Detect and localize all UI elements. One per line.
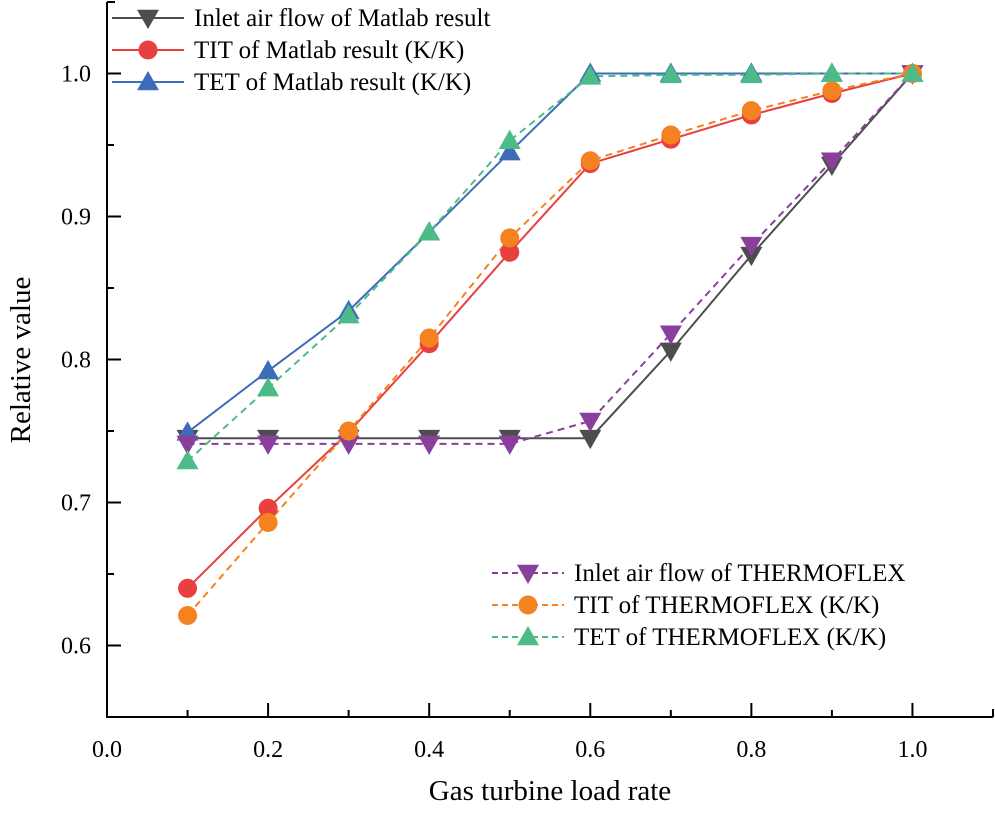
series-line xyxy=(186,72,913,590)
legend-label: TIT of Matlab result (K/K) xyxy=(194,37,464,64)
data-point xyxy=(661,125,681,145)
data-point xyxy=(740,236,763,257)
legend-label: Inlet air flow of THERMOFLEX xyxy=(574,560,905,587)
data-point xyxy=(498,141,521,161)
data-point xyxy=(740,63,763,84)
data-point xyxy=(500,242,520,262)
legend-bottom-right: Inlet air flow of THERMOFLEX TIT of THERM… xyxy=(492,560,905,651)
series-2-line-group xyxy=(186,72,913,434)
series-4-line-group xyxy=(186,72,913,617)
data-point xyxy=(820,62,843,82)
data-point xyxy=(498,435,521,455)
y-tick-label: 0.6 xyxy=(61,634,91,660)
series-line xyxy=(187,72,914,440)
data-point xyxy=(257,435,280,455)
axes: 0.0 0.2 0.4 0.6 0.8 1.0 0.6 0.7 0.8 0.9 1.0 xyxy=(61,1,994,763)
legend-marker xyxy=(137,9,159,29)
x-tick-label: 0.0 xyxy=(92,737,122,763)
legend-marker xyxy=(138,40,158,60)
data-point xyxy=(257,377,280,397)
legend-marker xyxy=(518,595,538,615)
series-line xyxy=(187,72,914,445)
y-tick-label: 1.0 xyxy=(61,62,91,88)
data-point xyxy=(579,429,602,450)
data-point xyxy=(741,101,761,121)
series-0-line-group xyxy=(187,72,914,440)
series-line xyxy=(186,72,913,617)
data-point xyxy=(176,450,199,470)
legend-marker xyxy=(517,564,539,584)
data-point xyxy=(339,421,359,441)
y-tick-label: 0.8 xyxy=(61,348,91,374)
legend-top-left: Inlet air flow of Matlab result TIT of Ma… xyxy=(112,5,490,96)
legend-label: Inlet air flow of Matlab result xyxy=(194,5,490,32)
legend-marker xyxy=(137,71,159,91)
data-point xyxy=(579,412,602,432)
x-tick-label: 1.0 xyxy=(897,737,927,763)
data-point xyxy=(659,325,682,345)
data-point xyxy=(820,152,843,172)
data-point xyxy=(178,578,198,598)
data-point xyxy=(659,342,682,362)
x-tick-label: 0.2 xyxy=(253,737,283,763)
x-tick-label: 0.6 xyxy=(575,737,605,763)
data-point xyxy=(258,498,278,518)
data-point xyxy=(258,513,278,533)
data-point xyxy=(337,435,360,455)
y-tick-label: 0.9 xyxy=(61,205,91,231)
x-tick-label: 0.8 xyxy=(736,737,766,763)
series-3-markers xyxy=(176,65,924,455)
legend-label: TET of THERMOFLEX (K/K) xyxy=(574,624,886,651)
data-point xyxy=(580,151,600,171)
data-point xyxy=(419,328,439,348)
data-point xyxy=(257,359,280,380)
series-line xyxy=(186,72,913,462)
series-3-line-group xyxy=(187,72,914,445)
data-point xyxy=(500,228,520,248)
data-point xyxy=(822,81,842,101)
data-point xyxy=(498,129,521,149)
y-tick-label: 0.7 xyxy=(61,491,91,517)
x-tick-label: 0.4 xyxy=(414,737,444,763)
series-5-markers xyxy=(176,62,924,470)
legend-label: TIT of THERMOFLEX (K/K) xyxy=(574,592,879,619)
series-1-markers xyxy=(178,64,922,598)
series-1-line-group xyxy=(186,72,913,590)
data-point xyxy=(176,435,199,455)
data-point xyxy=(579,65,602,85)
data-point xyxy=(337,304,360,324)
series-layer xyxy=(176,62,924,625)
data-point xyxy=(659,63,682,84)
series-2-markers xyxy=(176,62,924,441)
series-5-line-group xyxy=(186,72,913,462)
data-point xyxy=(901,62,924,82)
series-0-markers xyxy=(176,65,924,450)
legend-marker xyxy=(517,626,539,646)
y-axis-title: Relative value xyxy=(5,277,37,444)
data-point xyxy=(418,221,441,241)
data-point xyxy=(740,246,763,267)
data-point xyxy=(418,435,441,455)
x-axis-title: Gas turbine load rate xyxy=(429,775,671,807)
legend-layer: Inlet air flow of Matlab result TIT of Ma… xyxy=(112,5,905,651)
legend-label: TET of Matlab result (K/K) xyxy=(194,69,471,96)
data-point xyxy=(178,605,198,625)
series-4-markers xyxy=(178,64,922,625)
series-line xyxy=(186,72,913,434)
